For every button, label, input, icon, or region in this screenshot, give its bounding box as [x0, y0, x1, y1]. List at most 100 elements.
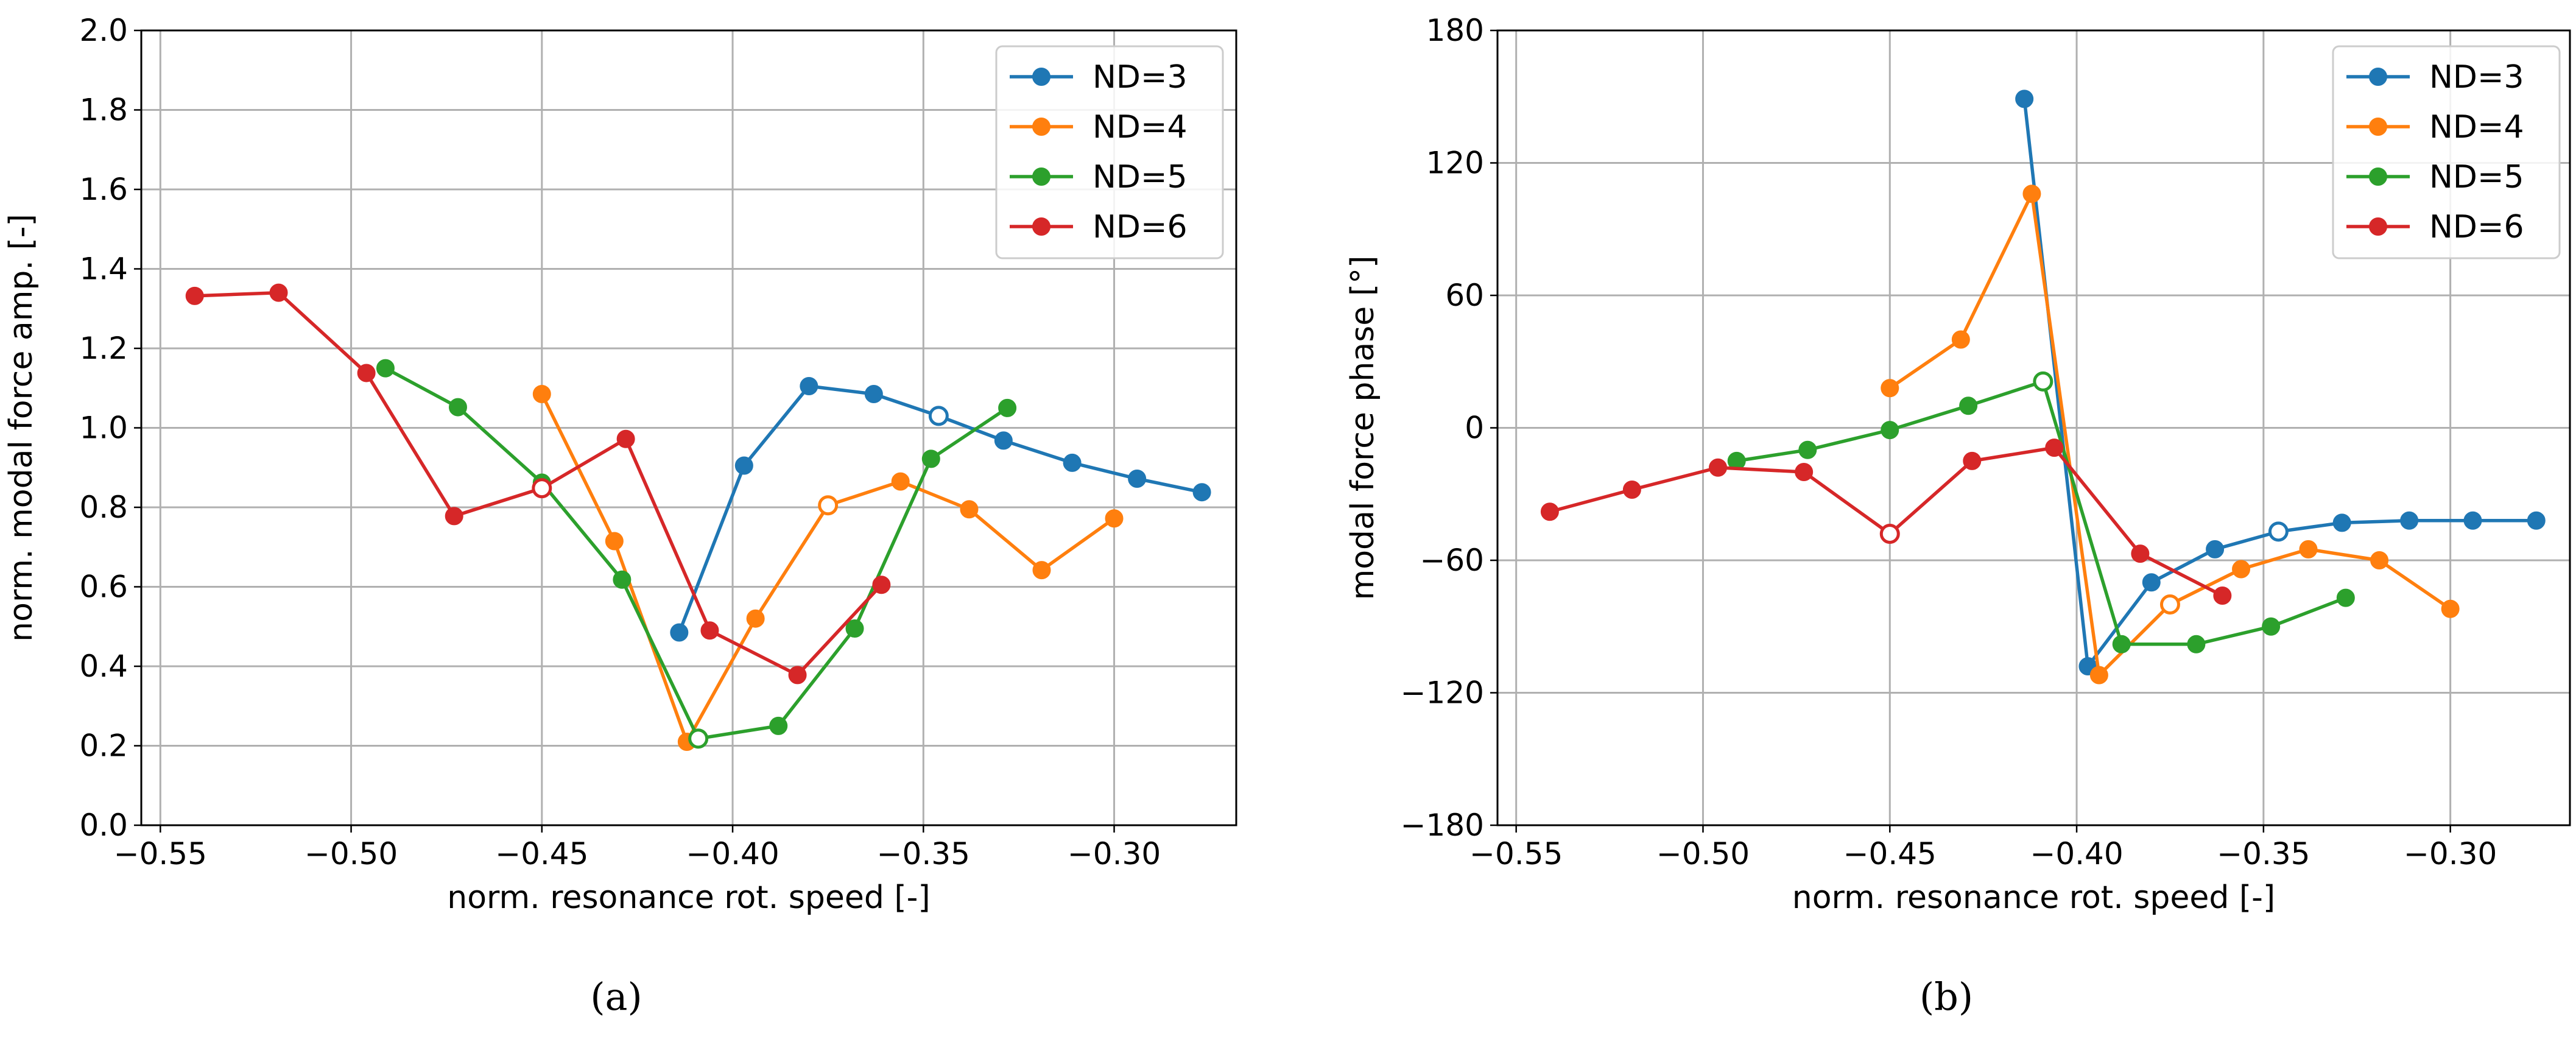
data-point: [845, 619, 864, 638]
data-point: [1951, 330, 1970, 349]
data-point: [1622, 481, 1641, 499]
data-point: [2045, 438, 2064, 457]
data-point: [532, 478, 552, 499]
x-tick-label: −0.50: [304, 836, 398, 872]
data-point: [994, 431, 1013, 450]
series-line: [1549, 446, 2223, 597]
data-point: [2336, 588, 2355, 607]
legend: ND=3 ND=4 ND=5 ND=6: [995, 45, 1224, 259]
legend-swatch-marker: [1032, 118, 1050, 136]
data-point: [818, 495, 839, 516]
data-point: [1105, 509, 1124, 528]
y-tick-label: 0.6: [79, 569, 128, 605]
legend-swatch-marker: [2369, 118, 2387, 136]
y-tick-label: 1.8: [79, 93, 128, 128]
data-point: [1540, 502, 1559, 521]
data-point: [800, 376, 818, 395]
data-point: [2089, 666, 2108, 685]
data-point: [1063, 453, 1082, 472]
x-tick-label: −0.30: [1068, 836, 1161, 872]
data-point: [1959, 396, 1978, 415]
series-nd5: [376, 359, 1017, 749]
data-point: [960, 500, 979, 519]
data-point: [2112, 635, 2131, 653]
x-tick-label: −0.45: [495, 836, 588, 872]
y-tick-label: 1.2: [79, 331, 128, 366]
x-tick-label: −0.30: [2404, 836, 2497, 872]
y-tick-label: 2.0: [79, 13, 128, 48]
y-tick-label: 0.4: [79, 649, 128, 684]
data-point: [2213, 586, 2232, 605]
legend-label: ND=3: [2429, 59, 2524, 96]
data-point: [2159, 594, 2180, 615]
data-point: [2463, 511, 2482, 530]
data-point: [2022, 185, 2041, 203]
plot-frame: [1496, 29, 2571, 826]
data-point: [2232, 560, 2251, 579]
plot-frame: [140, 29, 1237, 826]
legend-label: ND=4: [2429, 109, 2524, 146]
series-nd5: [1727, 371, 2355, 653]
legend-swatch-marker: [2369, 217, 2387, 236]
legend-swatch-marker: [1032, 217, 1050, 236]
y-tick-label: 1.4: [79, 252, 128, 287]
data-point: [357, 364, 376, 382]
y-axis-label: norm. modal force amp. [-]: [3, 214, 40, 642]
legend-label: ND=6: [2429, 209, 2524, 245]
series-nd3: [670, 376, 1211, 642]
series-nd6: [1540, 438, 2232, 605]
y-tick-label: 60: [1445, 278, 1484, 313]
x-tick-label: −0.40: [686, 836, 779, 872]
legend-label: ND=3: [1093, 59, 1188, 96]
legend-swatch-marker: [1032, 68, 1050, 86]
data-point: [921, 449, 940, 468]
data-point: [2400, 511, 2419, 530]
x-tick-label: −0.45: [1843, 836, 1937, 872]
data-point: [700, 621, 719, 640]
data-point: [1032, 561, 1051, 580]
legend: ND=3 ND=4 ND=5 ND=6: [2332, 45, 2561, 259]
x-tick-label: −0.55: [114, 836, 207, 872]
legend-label: ND=5: [1093, 159, 1188, 195]
legend-box: [2332, 45, 2561, 259]
data-point: [605, 532, 624, 551]
data-point: [1128, 470, 1147, 488]
series-nd3: [2015, 90, 2546, 675]
data-point: [1881, 421, 1899, 440]
data-point: [2015, 90, 2034, 108]
x-tick-label: −0.35: [2217, 836, 2310, 872]
y-tick-label: −180: [1401, 808, 1484, 843]
x-tick-label: −0.50: [1656, 836, 1750, 872]
data-point: [2206, 540, 2225, 558]
caption-b: (b): [1919, 974, 1974, 1019]
x-tick-label: −0.55: [1469, 836, 1563, 872]
data-point: [872, 576, 891, 594]
panel-b-phase-chart: −0.55 −0.50 −0.45 −0.40 −0.35 −0.30 −180 −120 −6…: [1345, 13, 2571, 916]
data-point: [998, 398, 1017, 417]
data-point: [734, 456, 753, 475]
y-tick-label: −120: [1401, 675, 1484, 711]
data-point: [376, 359, 395, 378]
legend-swatch-marker: [2369, 167, 2387, 186]
data-point: [688, 728, 709, 749]
data-point: [445, 507, 463, 526]
data-point: [1795, 463, 1814, 481]
legend-label: ND=6: [1093, 209, 1188, 245]
series-nd6: [185, 283, 891, 685]
legend-label: ND=5: [2429, 159, 2524, 195]
series-line: [384, 367, 1008, 741]
y-tick-label: 0: [1465, 410, 1484, 446]
data-point: [788, 666, 807, 685]
y-tick-label: 1.6: [79, 172, 128, 207]
data-point: [2187, 635, 2206, 653]
y-tick-label: 0.2: [79, 728, 128, 764]
data-point: [2299, 540, 2318, 558]
data-point: [1709, 458, 1728, 477]
data-point: [864, 385, 883, 404]
y-tick-label: 0.0: [79, 808, 128, 843]
panel-a-amplitude-chart: −0.55 −0.50 −0.45 −0.40 −0.35 −0.30 0.0 0.2 0.4 0…: [3, 13, 1237, 916]
data-point: [891, 472, 910, 491]
y-tick-label: 1.0: [79, 410, 128, 446]
y-tick-label: −60: [1420, 543, 1484, 578]
